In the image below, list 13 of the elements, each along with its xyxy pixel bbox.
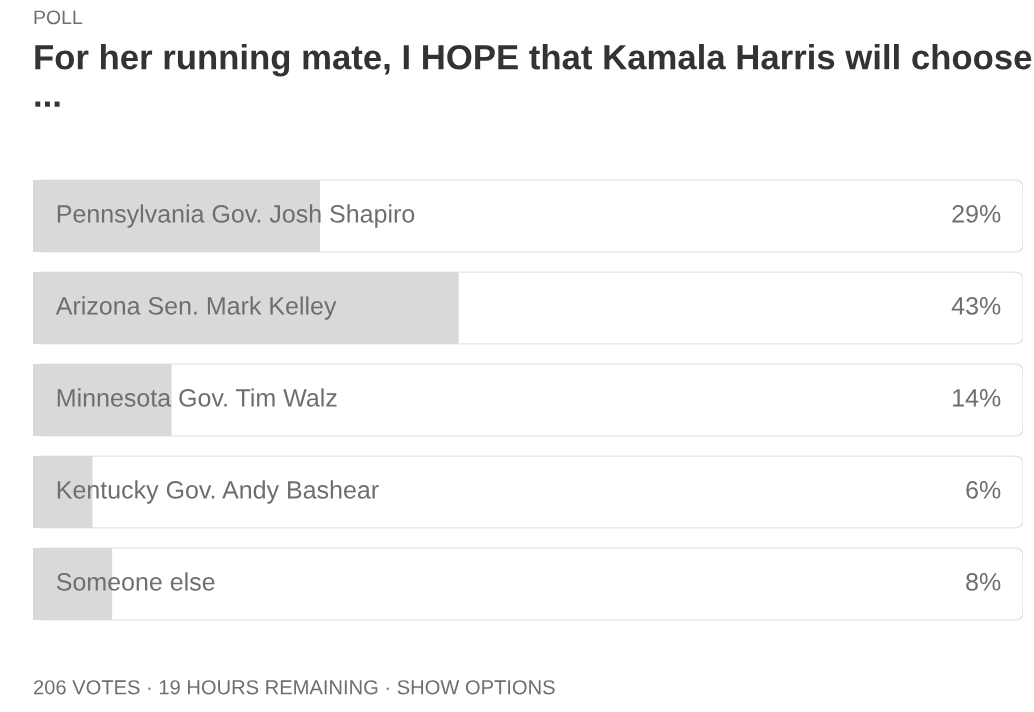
data-label: 29%: [952, 205, 1001, 223]
y-tick-label: Arizona Sen. Mark Kelley: [55, 296, 337, 320]
data-label: 14%: [953, 389, 1001, 407]
y-tick-label: Minnesota Gov. Tim Walz: [57, 388, 337, 407]
chart-title: For her running mate, I HOPE that Kamala Harris will choose ...: [35, 44, 1032, 107]
text: 206 VOTES · 19 HOURS REMAINING · SHOW OPTIONS: [34, 680, 555, 695]
chart-subtitle: POLL: [34, 10, 83, 25]
y-tick-label: Pennsylvania Gov. Josh Shapiro: [57, 204, 415, 228]
data-label: 43%: [951, 297, 1001, 315]
data-label: 6%: [966, 481, 1001, 499]
y-tick-label: Kentucky Gov. Andy Bashear: [57, 480, 379, 504]
y-tick-label: Someone else: [56, 572, 215, 591]
data-label: 8%: [966, 573, 1001, 591]
